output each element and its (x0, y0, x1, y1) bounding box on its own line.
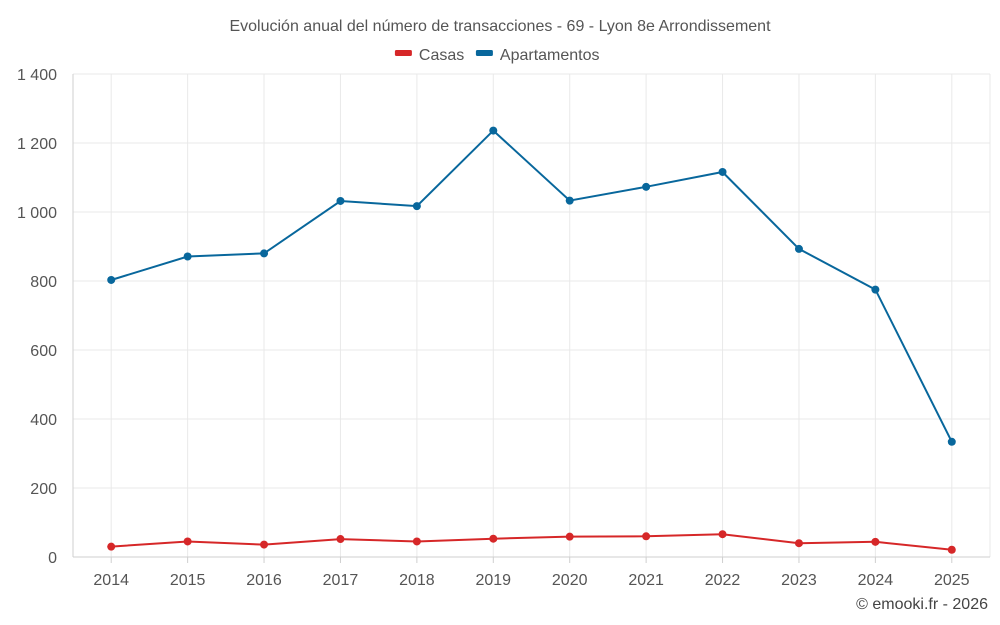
data-point-casas-2017[interactable] (336, 535, 344, 543)
legend: Casas Apartamentos (395, 47, 600, 64)
chart-title: Evolución anual del número de transaccio… (229, 18, 771, 35)
data-point-apartamentos-2025[interactable] (948, 438, 956, 446)
data-point-casas-2024[interactable] (871, 538, 879, 546)
legend-label: Apartamentos (500, 47, 600, 64)
series-group (107, 127, 956, 554)
data-point-casas-2023[interactable] (795, 539, 803, 547)
x-tick-label: 2015 (170, 572, 206, 589)
series-line-casas (111, 534, 952, 550)
y-axis: 0 200 400 600 800 1 000 1 200 1 400 (17, 67, 73, 567)
x-tick-label: 2022 (705, 572, 741, 589)
legend-item-apartamentos[interactable]: Apartamentos (476, 47, 600, 64)
data-point-casas-2016[interactable] (260, 541, 268, 549)
data-point-casas-2025[interactable] (948, 546, 956, 554)
y-tick-label: 200 (30, 481, 57, 498)
data-point-apartamentos-2024[interactable] (871, 286, 879, 294)
data-point-apartamentos-2022[interactable] (719, 168, 727, 176)
y-tick-label: 1 000 (17, 205, 57, 222)
data-point-apartamentos-2014[interactable] (107, 276, 115, 284)
y-tick-label: 800 (30, 274, 57, 291)
x-tick-label: 2024 (858, 572, 894, 589)
series-line-apartamentos (111, 131, 952, 442)
data-point-apartamentos-2016[interactable] (260, 249, 268, 257)
y-tick-label: 1 400 (17, 67, 57, 84)
x-tick-label: 2025 (934, 572, 970, 589)
x-axis: 2014 2015 2016 2017 2018 2019 2020 2021 2022 2023… (73, 557, 990, 589)
y-tick-label: 600 (30, 343, 57, 360)
y-tick-label: 400 (30, 412, 57, 429)
x-tick-label: 2021 (628, 572, 664, 589)
data-point-casas-2015[interactable] (184, 537, 192, 545)
data-point-apartamentos-2019[interactable] (489, 127, 497, 135)
data-point-apartamentos-2015[interactable] (184, 253, 192, 261)
x-tick-label: 2017 (323, 572, 359, 589)
data-point-casas-2019[interactable] (489, 535, 497, 543)
data-point-casas-2020[interactable] (566, 533, 574, 541)
line-chart: Evolución anual del número de transaccio… (0, 0, 1000, 625)
x-tick-label: 2023 (781, 572, 817, 589)
legend-label: Casas (419, 47, 464, 64)
credit-text: © emooki.fr - 2026 (856, 596, 988, 613)
data-point-apartamentos-2018[interactable] (413, 202, 421, 210)
grid (73, 74, 990, 557)
y-tick-label: 0 (48, 550, 57, 567)
x-tick-label: 2016 (246, 572, 282, 589)
data-point-casas-2018[interactable] (413, 537, 421, 545)
legend-swatch (476, 50, 493, 56)
data-point-apartamentos-2020[interactable] (566, 197, 574, 205)
data-point-apartamentos-2017[interactable] (336, 197, 344, 205)
x-tick-label: 2019 (475, 572, 511, 589)
data-point-casas-2022[interactable] (719, 530, 727, 538)
x-tick-label: 2020 (552, 572, 588, 589)
y-tick-label: 1 200 (17, 136, 57, 153)
legend-swatch (395, 50, 412, 56)
data-point-casas-2021[interactable] (642, 532, 650, 540)
data-point-casas-2014[interactable] (107, 543, 115, 551)
data-point-apartamentos-2021[interactable] (642, 183, 650, 191)
data-point-apartamentos-2023[interactable] (795, 245, 803, 253)
x-tick-label: 2018 (399, 572, 435, 589)
x-tick-label: 2014 (93, 572, 129, 589)
legend-item-casas[interactable]: Casas (395, 47, 464, 64)
